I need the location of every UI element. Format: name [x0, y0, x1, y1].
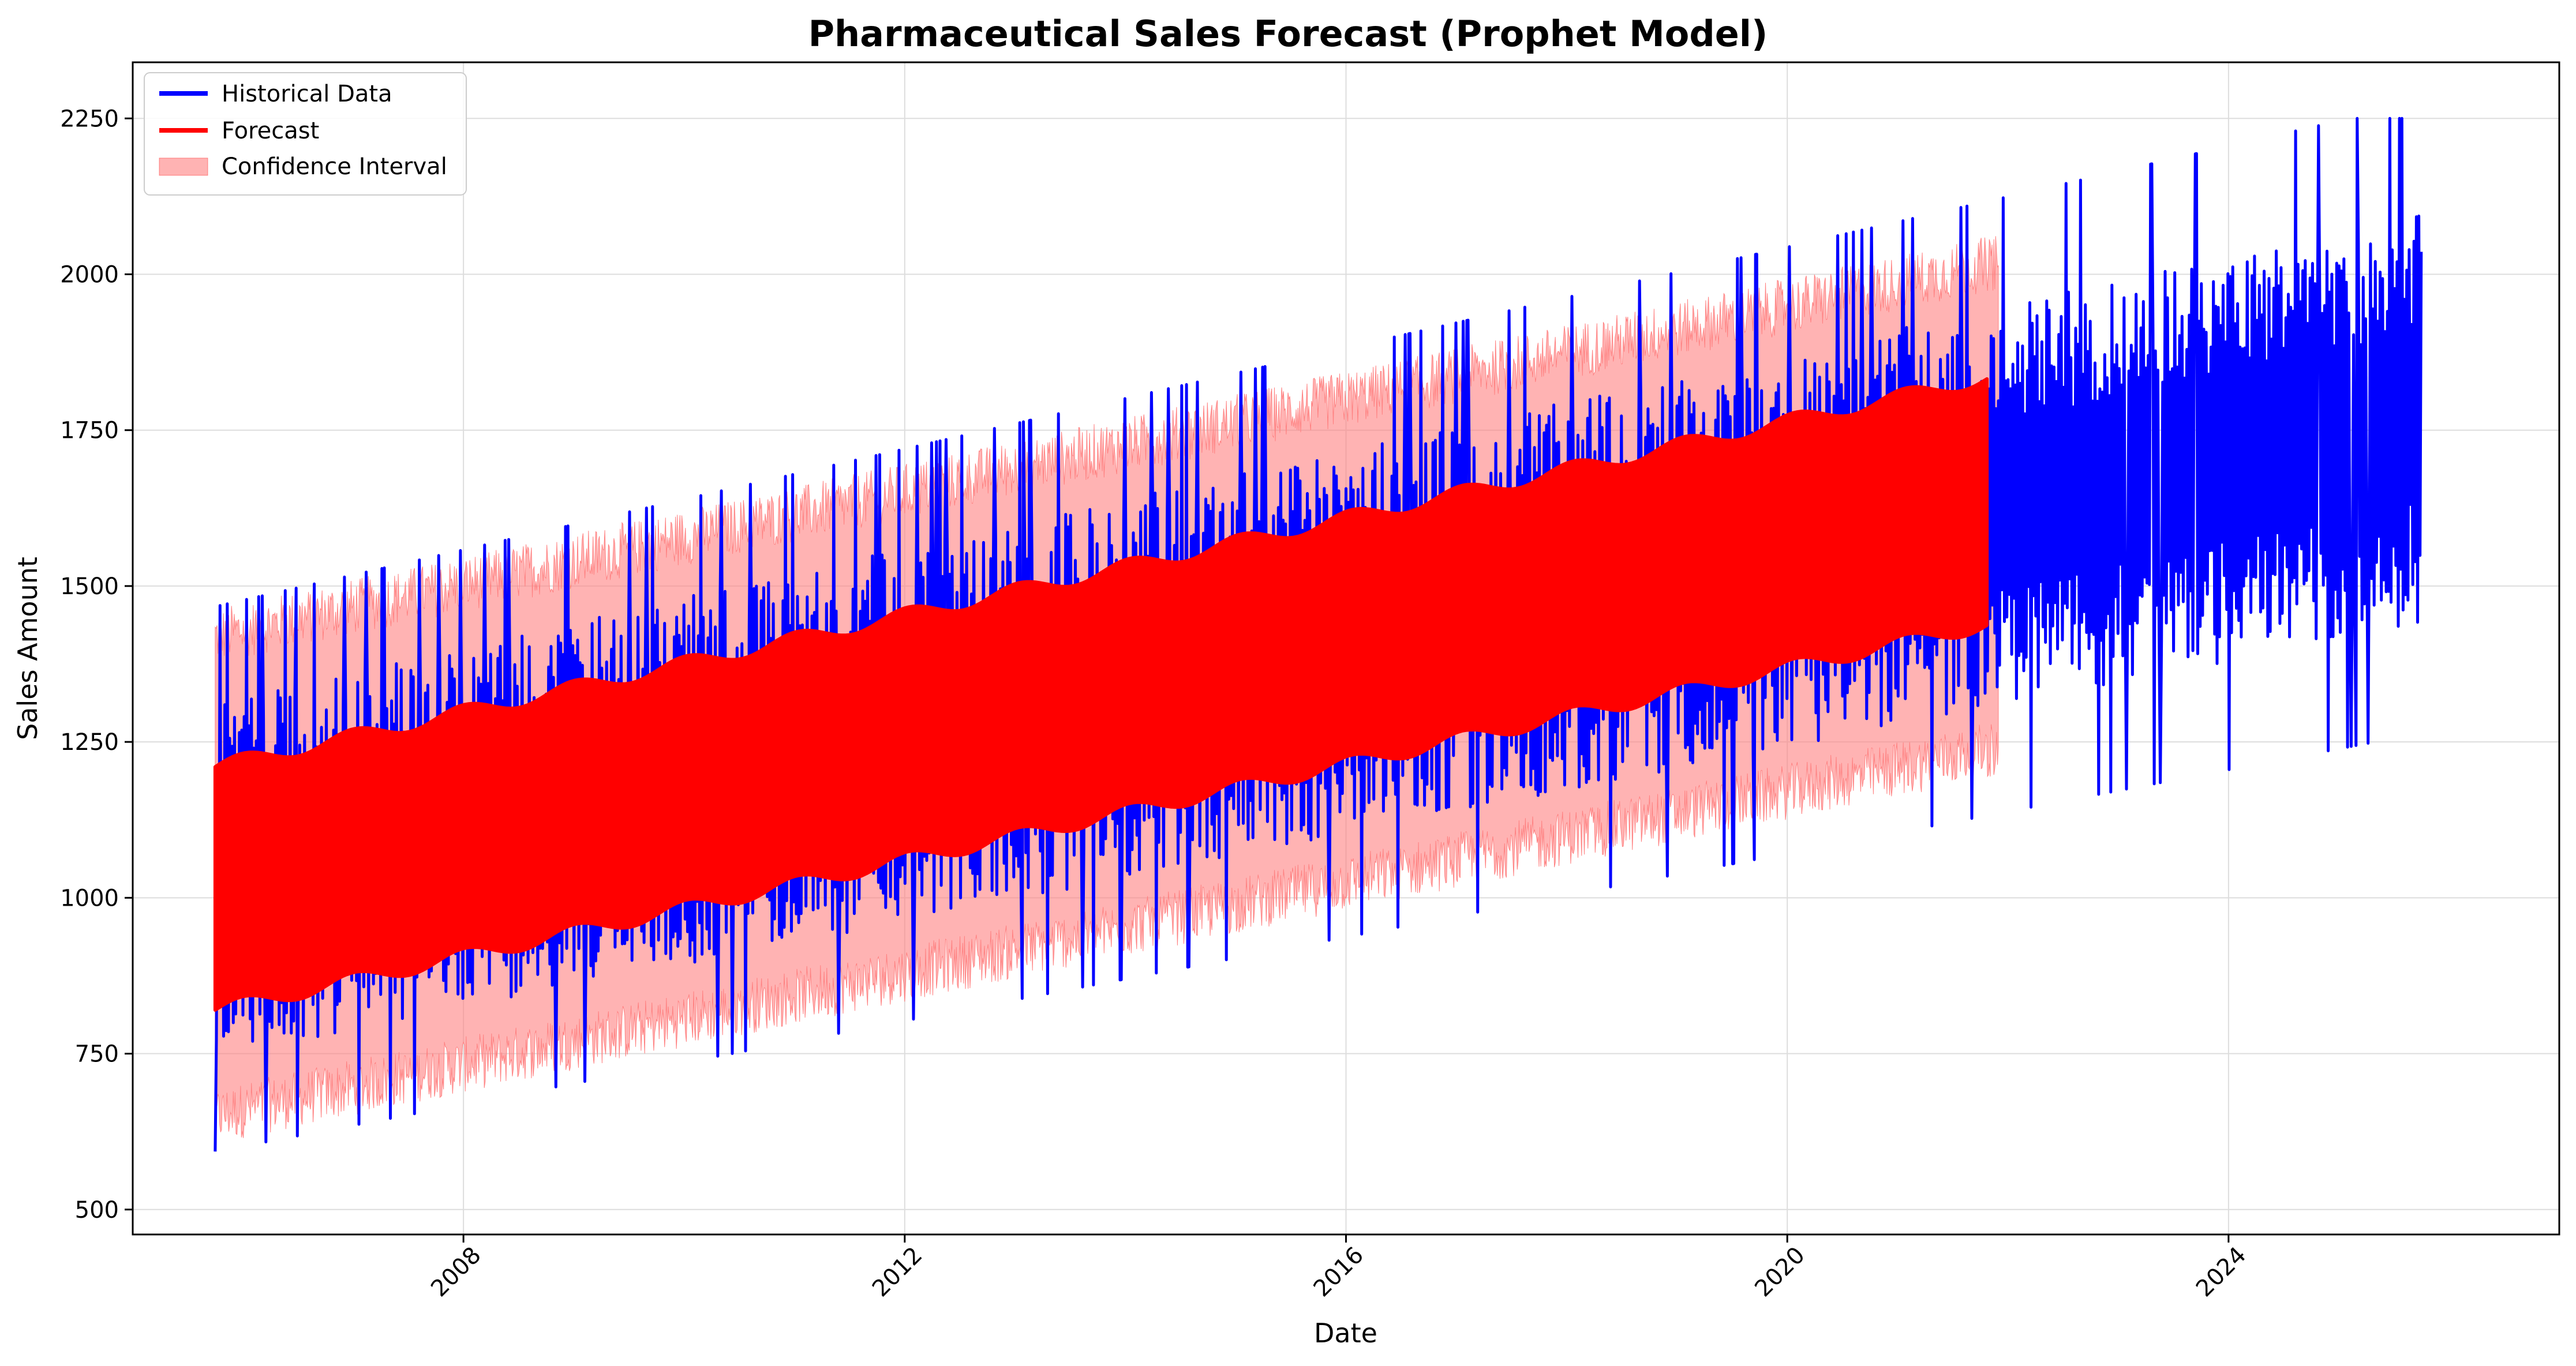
forecast-band — [213, 377, 1989, 1012]
y-tick-label: 750 — [75, 1041, 119, 1068]
y-tick-label: 1250 — [60, 729, 119, 756]
legend-label-confidence: Confidence Interval — [222, 153, 447, 180]
y-tick-label: 500 — [75, 1197, 119, 1224]
legend: Historical Data Forecast Confidence Inte… — [144, 72, 467, 196]
y-tick-label: 2000 — [60, 261, 119, 288]
y-tick-label: 1750 — [60, 418, 119, 444]
chart-title: Pharmaceutical Sales Forecast (Prophet M… — [808, 13, 1768, 55]
y-tick-label: 2250 — [60, 106, 119, 132]
y-axis-label: Sales Amount — [12, 557, 43, 740]
legend-box — [144, 72, 467, 196]
y-tick-label: 1500 — [60, 573, 119, 600]
forecast-layer — [213, 377, 1989, 1012]
y-axis-ticks: 500 750 1000 1250 1500 1750 2000 2250 — [60, 106, 133, 1224]
x-axis-label: Date — [1314, 1318, 1377, 1349]
legend-label-historical: Historical Data — [222, 81, 392, 107]
y-tick-label: 1000 — [60, 885, 119, 911]
legend-swatch-confidence — [159, 157, 208, 176]
legend-label-forecast: Forecast — [222, 118, 319, 144]
